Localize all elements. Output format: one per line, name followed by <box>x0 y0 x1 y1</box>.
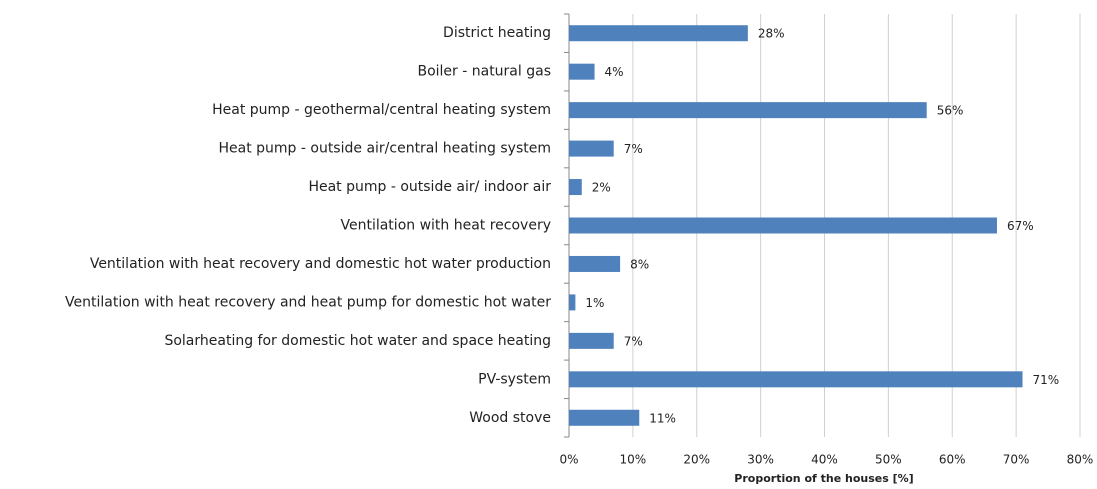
x-tick-label: 40% <box>811 453 838 467</box>
bar <box>569 179 582 196</box>
x-tick-label: 30% <box>747 453 774 467</box>
y-tick-label: Solarheating for domestic hot water and … <box>164 333 551 349</box>
data-label: 7% <box>624 334 643 348</box>
bar <box>569 255 621 272</box>
bar <box>569 102 927 119</box>
data-label: 1% <box>585 296 604 310</box>
x-tick-label: 70% <box>1003 453 1030 467</box>
data-label: 11% <box>649 411 676 425</box>
x-tick-label: 20% <box>683 453 710 467</box>
bar <box>569 217 997 234</box>
x-tick-label: 50% <box>875 453 902 467</box>
x-tick-label: 10% <box>620 453 647 467</box>
y-tick-label: Boiler - natural gas <box>417 64 551 80</box>
bar <box>569 25 748 42</box>
x-tick-label: 0% <box>559 453 578 467</box>
data-label: 28% <box>758 27 785 41</box>
y-tick-label: Ventilation with heat recovery and domes… <box>90 256 551 272</box>
data-label: 8% <box>630 257 649 271</box>
y-tick-label: PV-system <box>478 371 551 387</box>
y-tick-label: Ventilation with heat recovery <box>340 218 551 234</box>
bar <box>569 371 1023 388</box>
y-tick-label: Heat pump - geothermal/central heating s… <box>212 102 551 118</box>
y-tick-label: Wood stove <box>469 410 551 426</box>
y-tick-label: Ventilation with heat recovery and heat … <box>65 294 551 310</box>
data-label: 2% <box>592 181 611 195</box>
bar <box>569 409 640 426</box>
y-tick-label: Heat pump - outside air/ indoor air <box>308 179 551 195</box>
data-label: 67% <box>1007 219 1034 233</box>
bar <box>569 332 614 349</box>
x-axis-label: Proportion of the houses [%] <box>734 472 913 485</box>
x-tick-label: 80% <box>1067 453 1094 467</box>
data-label: 7% <box>624 142 643 156</box>
data-label: 4% <box>605 65 624 79</box>
data-label: 71% <box>1033 373 1060 387</box>
bar <box>569 294 576 311</box>
y-tick-label: Heat pump - outside air/central heating … <box>218 141 551 157</box>
data-label: 56% <box>937 104 964 118</box>
bar <box>569 63 595 80</box>
bar <box>569 140 614 157</box>
y-tick-label: District heating <box>443 25 551 41</box>
x-tick-label: 60% <box>939 453 966 467</box>
